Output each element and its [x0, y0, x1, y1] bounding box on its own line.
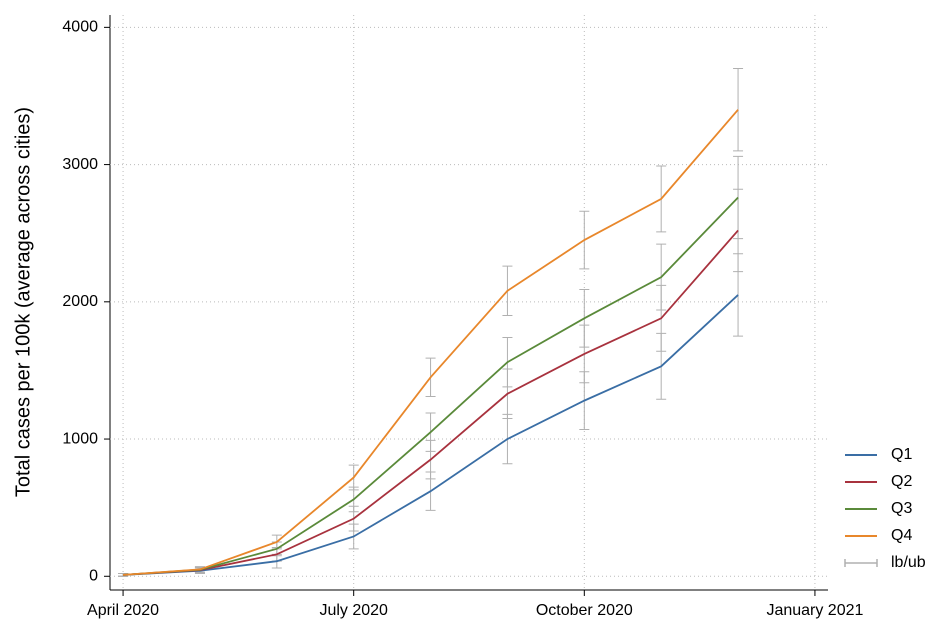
- y-tick-label: 4000: [62, 19, 98, 36]
- y-tick-label: 0: [89, 567, 98, 584]
- series-line: [123, 294, 739, 576]
- x-tick-label: January 2021: [766, 602, 863, 619]
- series-line: [123, 196, 739, 576]
- x-tick-label: April 2020: [87, 602, 159, 619]
- legend-label: Q2: [891, 473, 912, 490]
- y-tick-label: 2000: [62, 293, 98, 310]
- series-line: [123, 109, 739, 576]
- y-tick-label: 3000: [62, 156, 98, 173]
- y-tick-label: 1000: [62, 430, 98, 447]
- x-tick-label: October 2020: [536, 602, 633, 619]
- legend-label: Q4: [891, 527, 912, 544]
- y-axis-label: Total cases per 100k (average across cit…: [12, 107, 34, 497]
- legend-label: Q1: [891, 446, 912, 463]
- x-tick-label: July 2020: [319, 602, 388, 619]
- legend-label: lb/ub: [891, 554, 926, 571]
- error-bar: [733, 68, 744, 152]
- legend-label: Q3: [891, 500, 912, 517]
- error-bar: [733, 155, 744, 240]
- series-line: [123, 229, 739, 576]
- legend-swatch: [844, 559, 878, 567]
